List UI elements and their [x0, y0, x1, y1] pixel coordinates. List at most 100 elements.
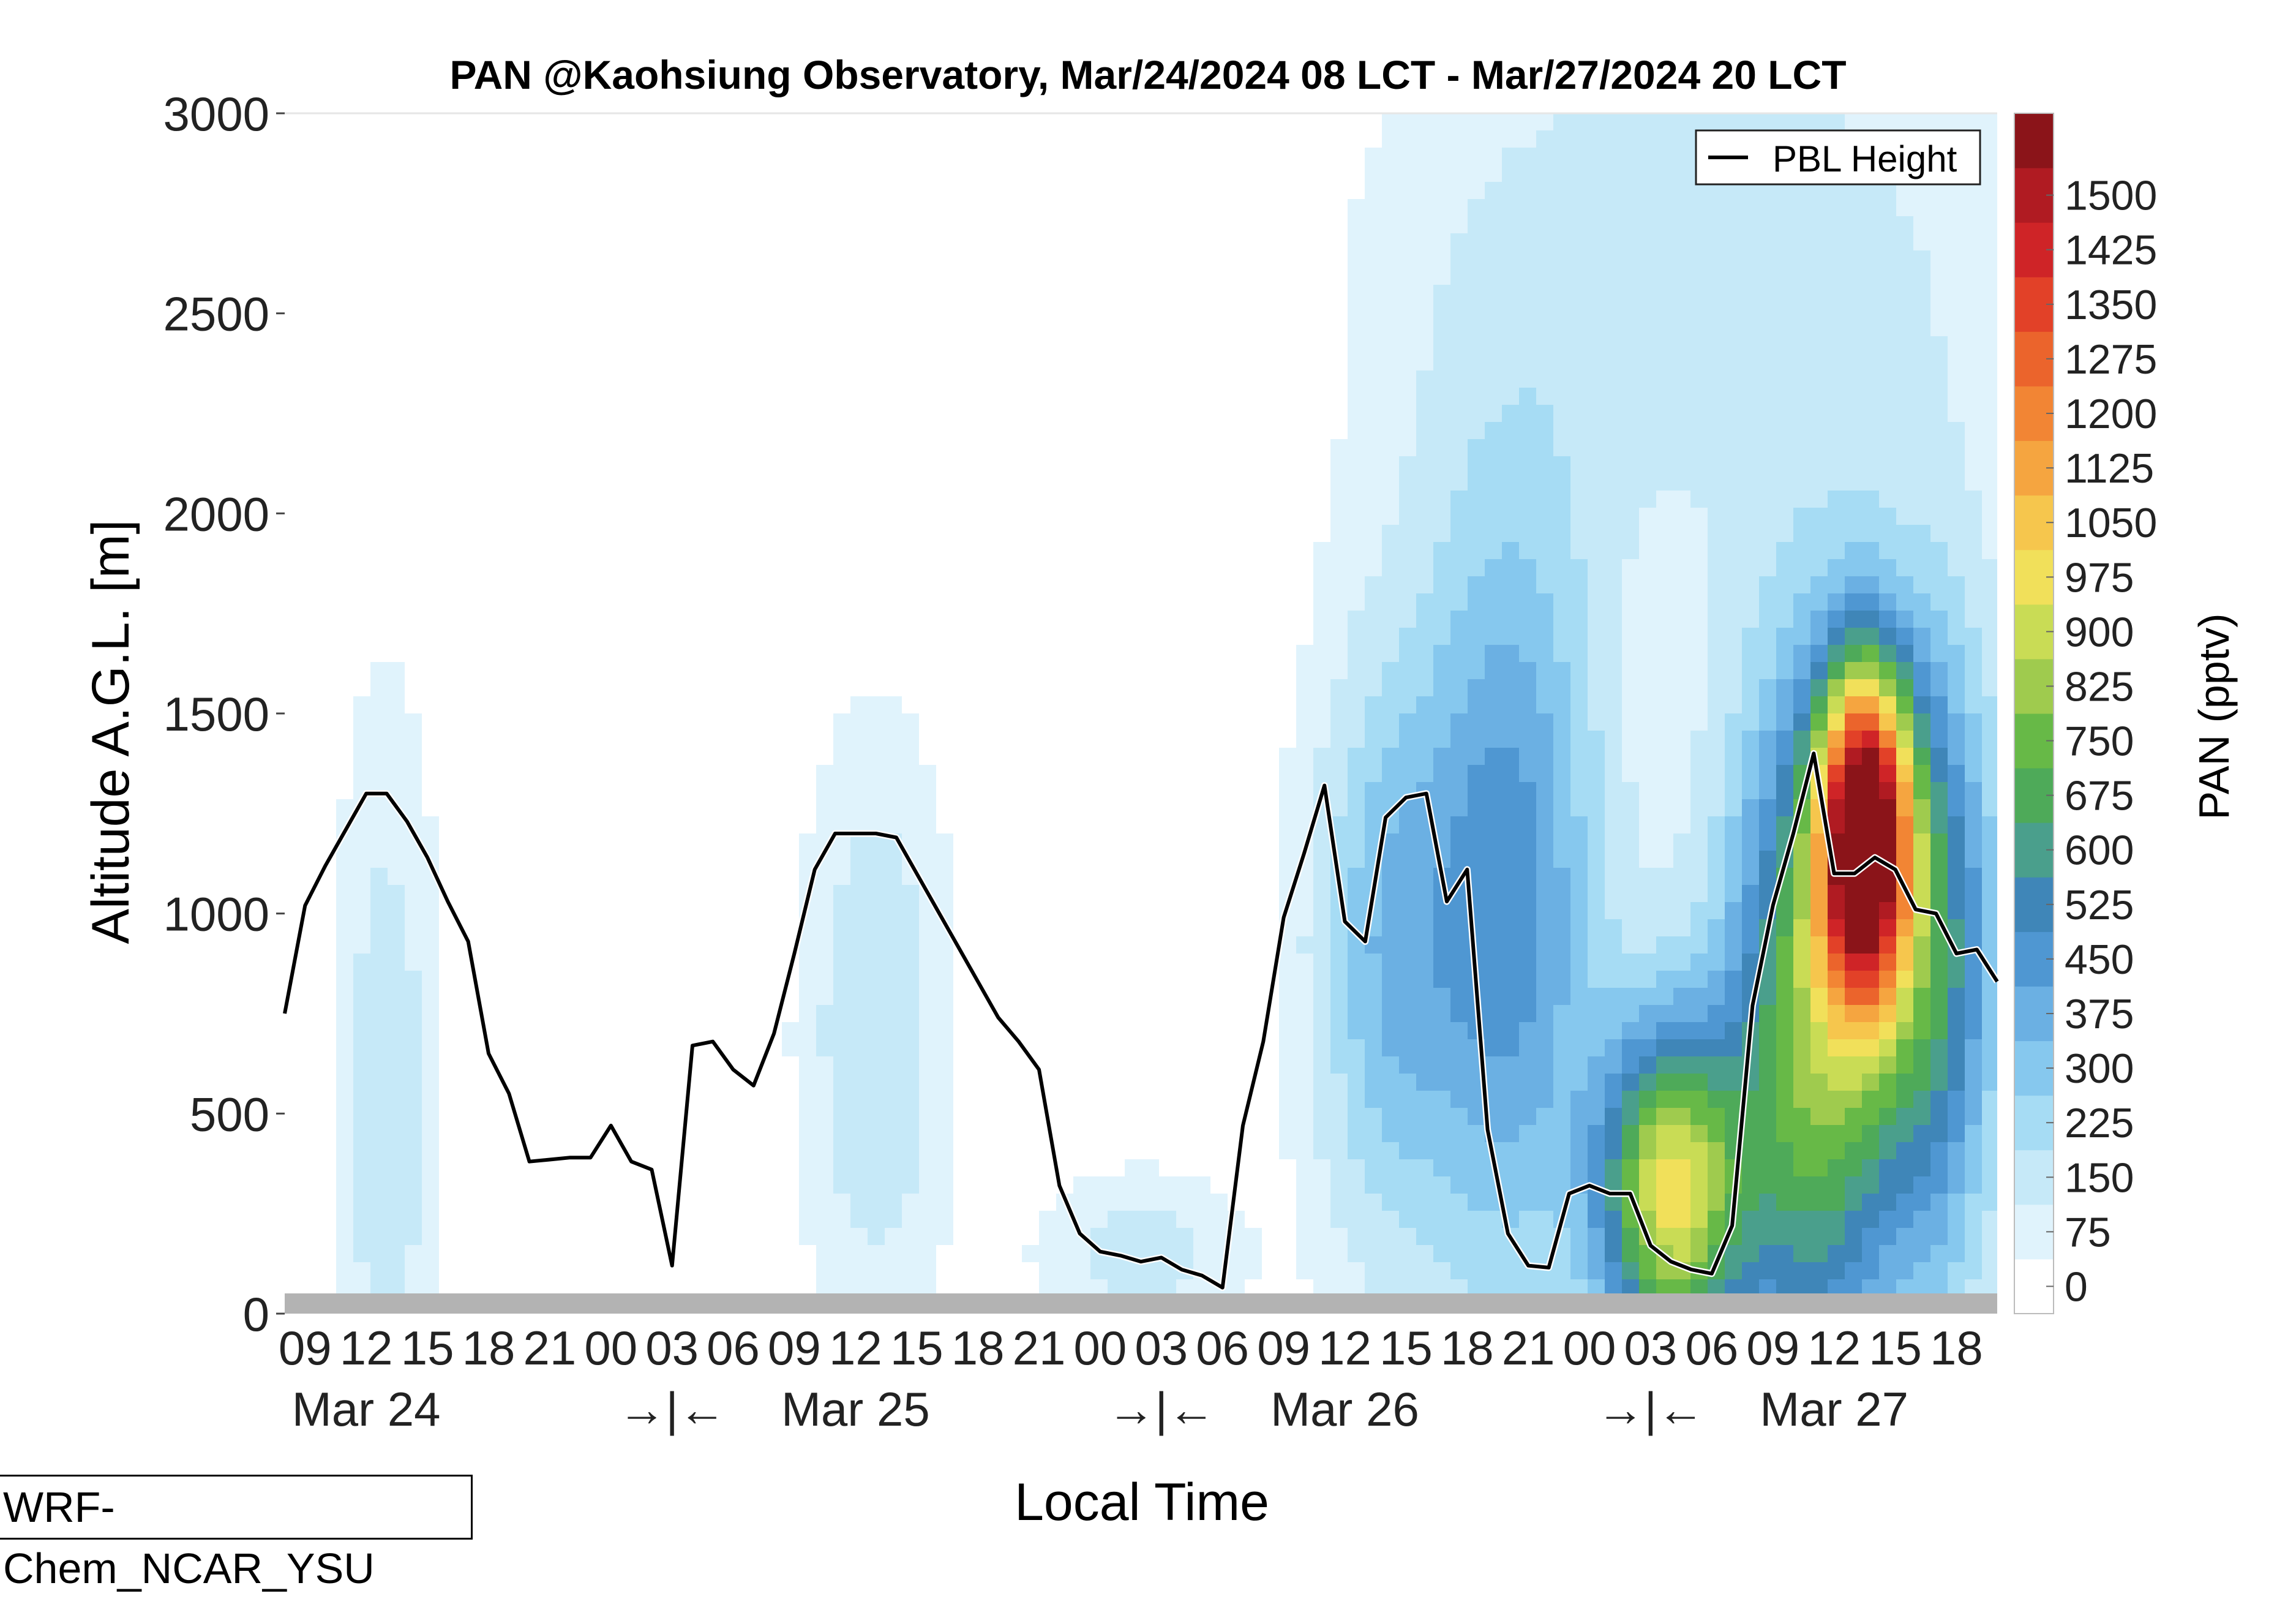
contour-cell [1708, 576, 1725, 593]
contour-cell [1690, 936, 1708, 954]
contour-cell [1982, 833, 1997, 851]
contour-cell [1536, 645, 1553, 662]
contour-cell [1382, 1159, 1399, 1176]
contour-cell [1965, 439, 1982, 456]
contour-cell [405, 1022, 422, 1039]
contour-cell [1930, 851, 1948, 868]
contour-cell [1433, 799, 1450, 816]
contour-cell [422, 1039, 439, 1056]
contour-cell [1948, 473, 1965, 491]
contour-cell [405, 1159, 422, 1176]
contour-cell [1965, 1074, 1982, 1091]
contour-cell [885, 731, 902, 748]
contour-cell [1930, 473, 1948, 491]
contour-cell [353, 902, 370, 919]
contour-cell [370, 1108, 388, 1125]
contour-cell [1845, 473, 1862, 491]
contour-cell [1433, 319, 1450, 336]
contour-cell [1485, 456, 1502, 473]
contour-cell [353, 1074, 370, 1091]
contour-cell [1828, 508, 1845, 525]
contour-cell [1365, 1108, 1382, 1125]
contour-cell [1588, 1074, 1605, 1091]
contour-cell [1725, 388, 1742, 405]
contour-cell [1742, 542, 1759, 559]
contour-cell [1742, 1142, 1759, 1159]
contour-cell [1416, 1245, 1433, 1262]
contour-cell [1553, 611, 1570, 628]
contour-cell [1828, 662, 1845, 679]
contour-cell [1365, 439, 1382, 456]
contour-cell [1930, 233, 1948, 250]
contour-cell [1382, 645, 1399, 662]
contour-cell [1348, 353, 1365, 371]
contour-cell [1622, 1039, 1639, 1056]
contour-cell [1982, 165, 1997, 182]
contour-cell [1553, 525, 1570, 542]
contour-cell [1965, 679, 1982, 696]
contour-cell [388, 971, 405, 988]
contour-cell [1622, 799, 1639, 816]
contour-cell [353, 731, 370, 748]
contour-cell [1382, 199, 1399, 216]
x-tick-label: 06 [1196, 1321, 1249, 1375]
contour-cell [1416, 250, 1433, 268]
contour-cell [1468, 782, 1485, 799]
contour-cell [1588, 319, 1605, 336]
contour-cell [1570, 336, 1588, 353]
contour-cell [1570, 456, 1588, 473]
contour-cell [1570, 148, 1588, 165]
contour-cell [1776, 748, 1793, 765]
contour-cell [1588, 1159, 1605, 1176]
contour-cell [1450, 799, 1468, 816]
contour-cell [1948, 508, 1965, 525]
contour-cell [1605, 954, 1622, 971]
contour-cell [1622, 593, 1639, 611]
contour-cell [1450, 353, 1468, 371]
contour-cell [1365, 1142, 1382, 1159]
contour-cell [1176, 1228, 1193, 1245]
contour-cell [1399, 1056, 1416, 1074]
contour-cell [1433, 1262, 1450, 1279]
contour-cell [1828, 525, 1845, 542]
contour-cell [1519, 268, 1536, 285]
contour-cell [1879, 731, 1896, 748]
contour-cell [1930, 422, 1948, 439]
contour-cell [1656, 1056, 1673, 1074]
contour-cell [1639, 919, 1656, 936]
contour-cell [1348, 1125, 1365, 1142]
contour-cell [1296, 885, 1313, 902]
contour-cell [1828, 1176, 1845, 1194]
contour-cell [1468, 319, 1485, 336]
contour-cell [1296, 1039, 1313, 1056]
contour-cell [1862, 491, 1879, 508]
contour-cell [1588, 1022, 1605, 1039]
contour-cell [1348, 491, 1365, 508]
contour-cell [1879, 250, 1896, 268]
contour-cell [1639, 782, 1656, 799]
contour-cell [1485, 542, 1502, 559]
contour-cell [1725, 662, 1742, 679]
contour-cell [336, 799, 353, 816]
contour-cell [1793, 1005, 1810, 1022]
contour-cell [1896, 1142, 1913, 1159]
contour-cell [1690, 611, 1708, 628]
contour-cell [868, 1039, 885, 1056]
contour-cell [1622, 250, 1639, 268]
contour-cell [1879, 1159, 1896, 1176]
contour-cell [1725, 1091, 1742, 1108]
contour-cell [1313, 1142, 1330, 1159]
contour-cell [1793, 593, 1810, 611]
contour-cell [902, 936, 919, 954]
contour-cell [1365, 713, 1382, 731]
contour-cell [902, 1039, 919, 1056]
contour-cell [919, 816, 936, 833]
contour-cell [1725, 405, 1742, 422]
contour-cell [902, 765, 919, 782]
contour-cell [1930, 833, 1948, 851]
contour-cell [1896, 1108, 1913, 1125]
contour-cell [1399, 919, 1416, 936]
contour-cell [1862, 1211, 1879, 1228]
contour-cell [1656, 1039, 1673, 1056]
contour-cell [902, 1022, 919, 1039]
